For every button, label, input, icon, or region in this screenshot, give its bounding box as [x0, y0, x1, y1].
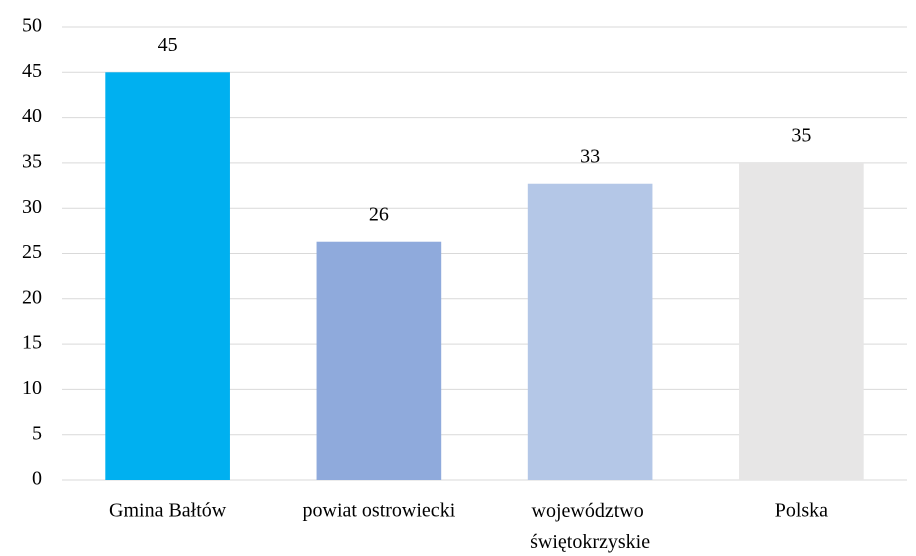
- data-label: 26: [369, 203, 389, 225]
- y-tick-label: 20: [22, 286, 42, 308]
- y-tick-label: 45: [22, 60, 42, 82]
- y-tick-label: 40: [22, 105, 42, 127]
- y-tick-label: 50: [22, 15, 42, 37]
- data-label: 45: [158, 34, 178, 56]
- y-tick-label: 0: [32, 468, 42, 490]
- y-tick-label: 35: [22, 150, 42, 172]
- data-label: 33: [580, 145, 600, 167]
- bar: [316, 241, 442, 480]
- y-tick-label: 15: [22, 332, 42, 354]
- y-tick-label: 5: [32, 422, 42, 444]
- y-tick-label: 30: [22, 196, 42, 218]
- bar: [527, 183, 653, 480]
- bar: [105, 72, 230, 481]
- x-tick-label: Gmina Bałtów: [109, 500, 227, 522]
- y-tick-label: 25: [22, 241, 42, 263]
- y-tick-label: 10: [22, 377, 42, 399]
- x-tick-label: województwo świętokrzyskie: [530, 500, 650, 553]
- x-tick-label: powiat ostrowiecki: [303, 500, 456, 522]
- x-tick-label: Polska: [775, 500, 828, 522]
- bar: [739, 162, 864, 480]
- data-label: 35: [791, 124, 811, 146]
